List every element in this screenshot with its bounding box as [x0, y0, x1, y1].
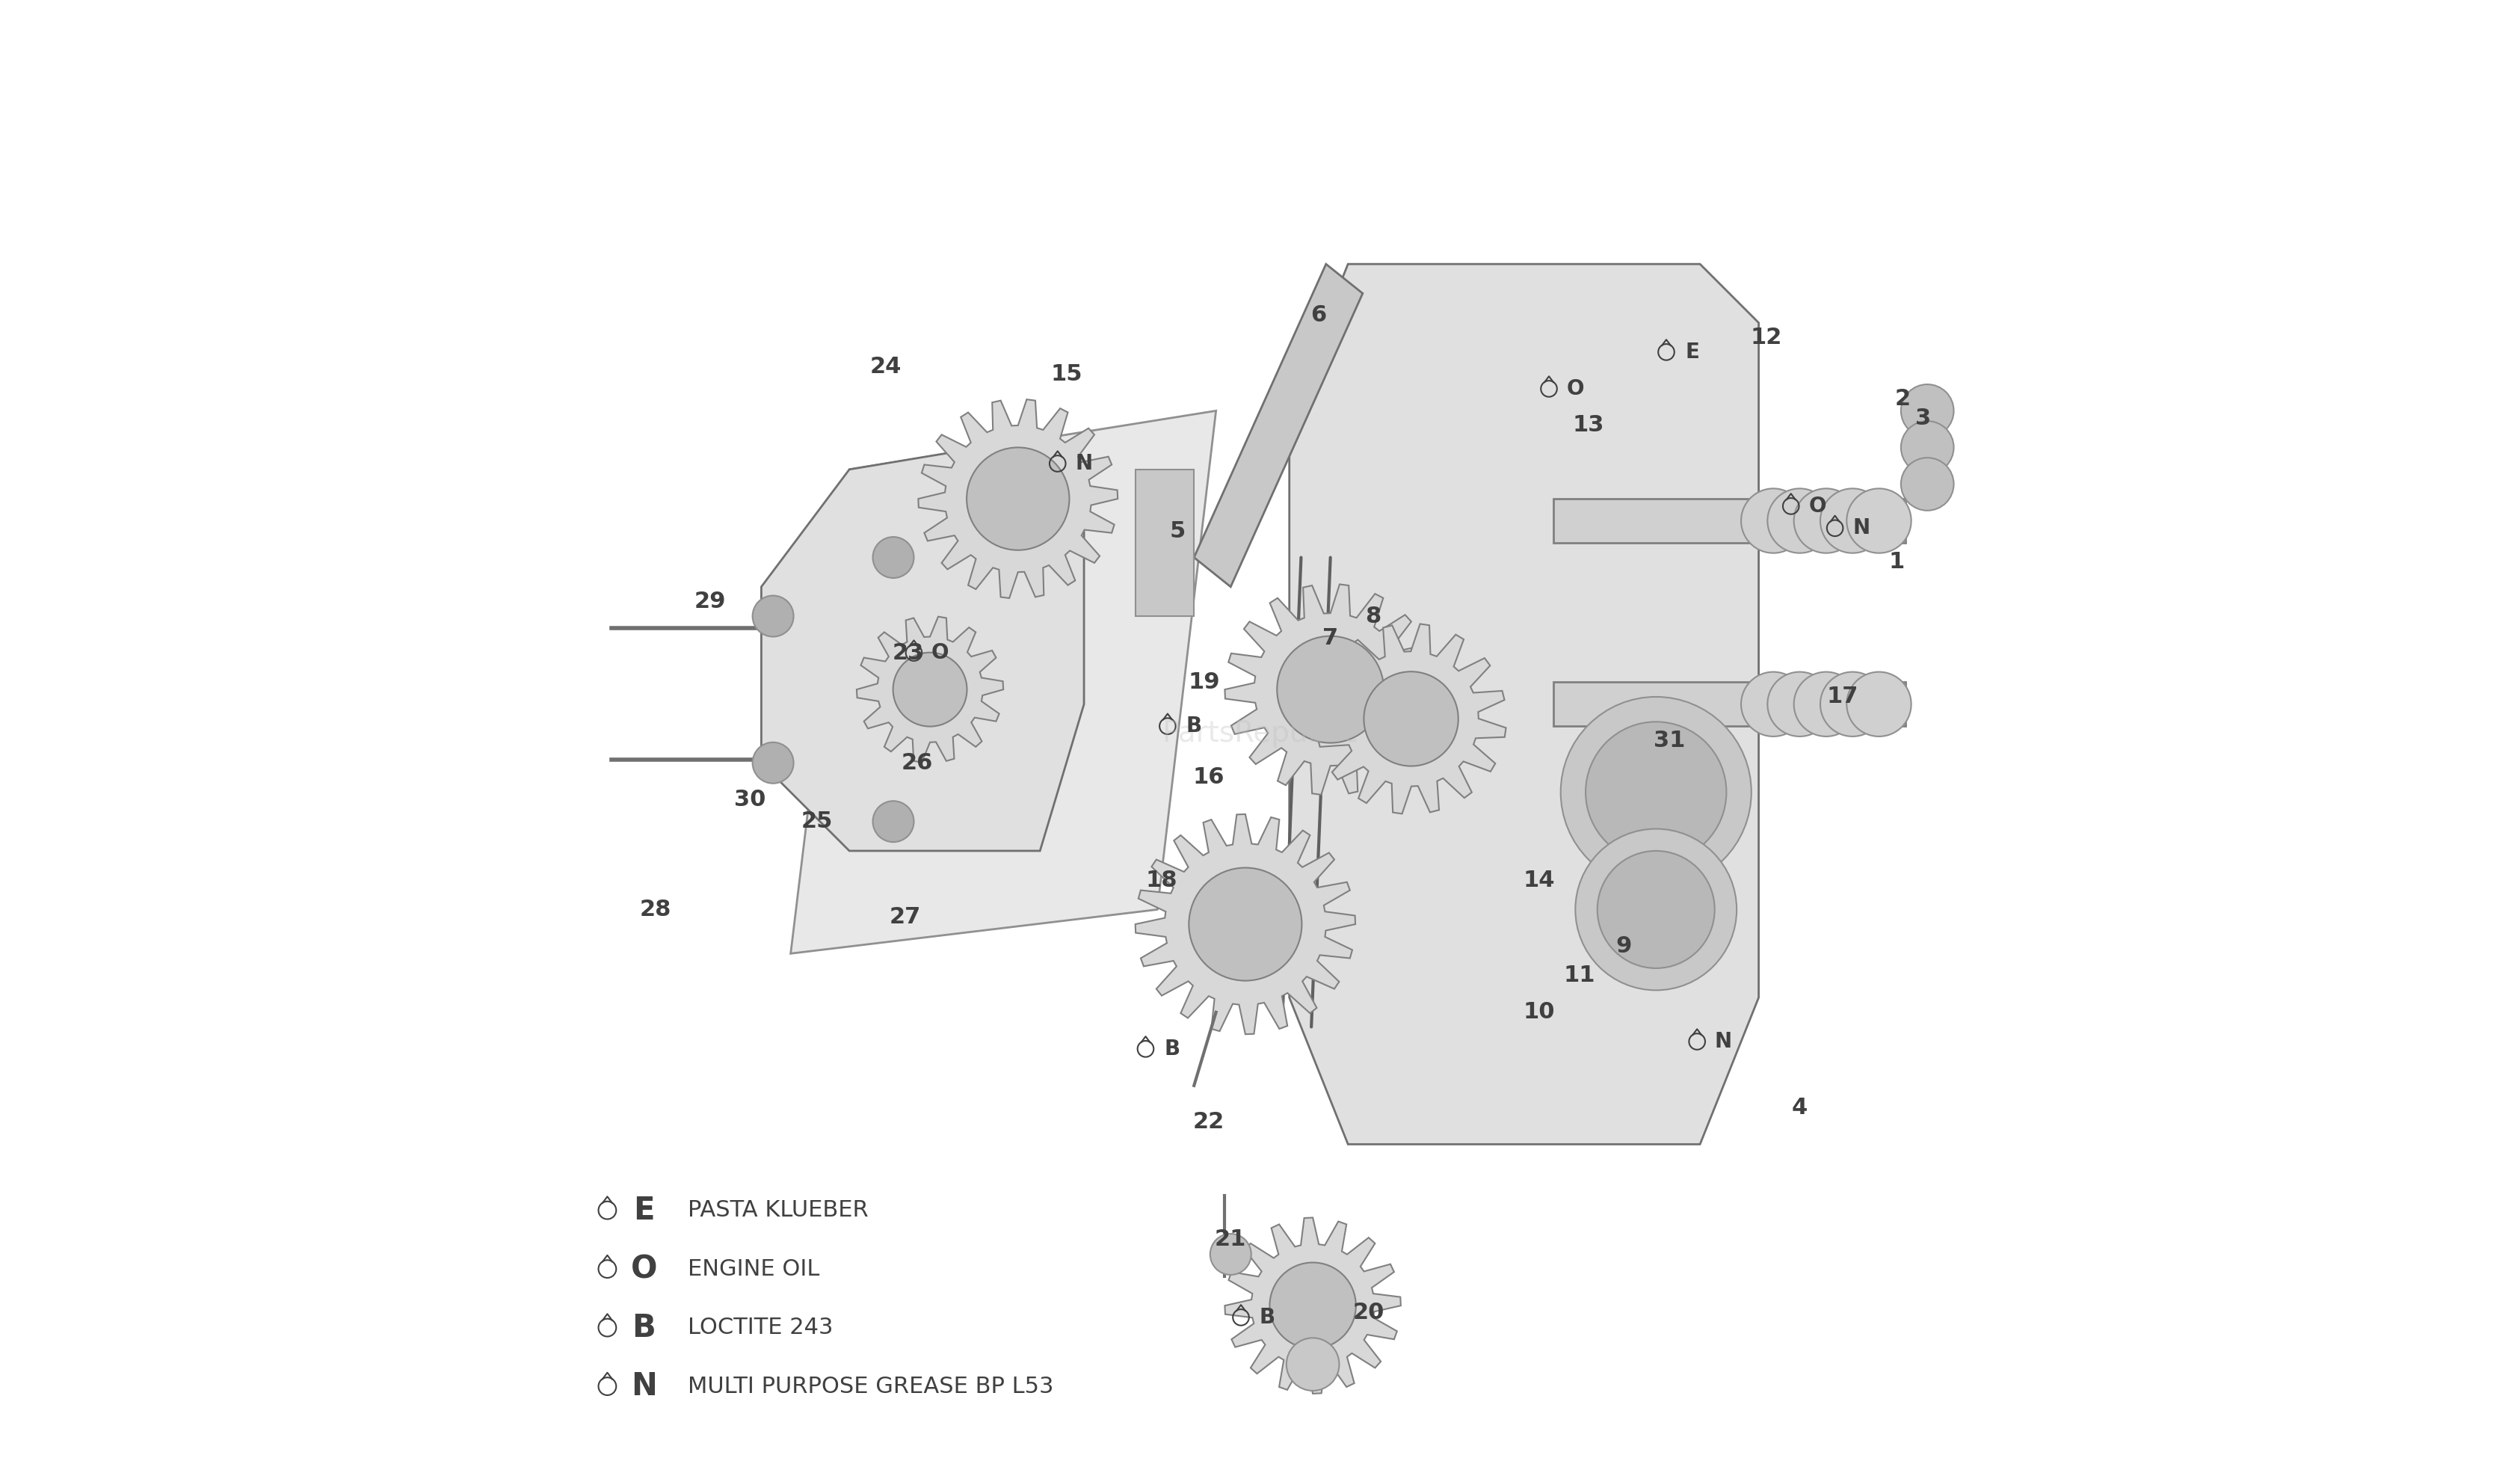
- Circle shape: [872, 537, 915, 578]
- Text: 3: 3: [1915, 408, 1930, 428]
- Polygon shape: [857, 616, 1003, 763]
- Text: N: N: [1714, 1031, 1731, 1052]
- Circle shape: [968, 447, 1068, 550]
- Text: O: O: [630, 1253, 658, 1285]
- Text: B: B: [1260, 1307, 1275, 1328]
- Polygon shape: [1194, 264, 1363, 587]
- Circle shape: [753, 742, 794, 783]
- Text: 31: 31: [1653, 731, 1686, 751]
- Circle shape: [1560, 697, 1751, 888]
- Circle shape: [1900, 384, 1953, 437]
- Circle shape: [1210, 1234, 1252, 1275]
- Text: ENGINE OIL: ENGINE OIL: [688, 1259, 819, 1279]
- Circle shape: [753, 596, 794, 637]
- Circle shape: [1900, 421, 1953, 474]
- Text: E: E: [1686, 342, 1698, 362]
- Text: 21: 21: [1215, 1229, 1247, 1250]
- Circle shape: [1575, 829, 1736, 990]
- Text: 11: 11: [1565, 965, 1595, 986]
- Text: 20: 20: [1353, 1303, 1383, 1323]
- Text: 13: 13: [1572, 415, 1605, 436]
- Polygon shape: [1552, 499, 1905, 543]
- Text: N: N: [1852, 518, 1870, 538]
- Text: 22: 22: [1192, 1112, 1225, 1133]
- Text: 19: 19: [1189, 672, 1220, 692]
- Text: 25: 25: [801, 811, 834, 832]
- Text: 8: 8: [1366, 606, 1381, 626]
- Bar: [1137, 469, 1194, 616]
- Text: 6: 6: [1310, 305, 1326, 326]
- Polygon shape: [1290, 264, 1759, 1144]
- Circle shape: [1767, 672, 1832, 736]
- Circle shape: [1598, 851, 1714, 968]
- Circle shape: [1767, 489, 1832, 553]
- Text: 16: 16: [1192, 767, 1225, 788]
- Circle shape: [892, 653, 968, 726]
- Text: B: B: [1187, 716, 1202, 736]
- Text: 1: 1: [1887, 552, 1905, 572]
- Text: 10: 10: [1522, 1002, 1555, 1022]
- Text: 15: 15: [1051, 364, 1081, 384]
- Text: 30: 30: [733, 789, 766, 810]
- Text: 9: 9: [1615, 936, 1633, 956]
- Text: 26: 26: [902, 753, 932, 773]
- Circle shape: [1847, 672, 1910, 736]
- Text: B: B: [1164, 1039, 1179, 1059]
- Text: 17: 17: [1827, 687, 1857, 707]
- Text: O: O: [1809, 496, 1827, 516]
- Text: 5: 5: [1169, 521, 1187, 541]
- Text: B: B: [633, 1311, 655, 1344]
- Polygon shape: [791, 411, 1217, 954]
- Text: 4: 4: [1792, 1097, 1807, 1118]
- Text: 18: 18: [1147, 870, 1177, 890]
- Text: 23: 23: [892, 643, 925, 663]
- Text: 24: 24: [869, 356, 902, 377]
- Circle shape: [1270, 1263, 1356, 1348]
- Polygon shape: [1552, 682, 1905, 726]
- Text: N: N: [630, 1370, 658, 1402]
- Polygon shape: [1315, 623, 1507, 814]
- Circle shape: [1794, 489, 1857, 553]
- Text: LOCTITE 243: LOCTITE 243: [688, 1317, 834, 1338]
- Text: 14: 14: [1522, 870, 1555, 890]
- Text: PartsRepublic: PartsRepublic: [1162, 719, 1358, 748]
- Text: 7: 7: [1323, 628, 1338, 648]
- Polygon shape: [1225, 1218, 1401, 1394]
- Circle shape: [1900, 458, 1953, 511]
- Circle shape: [1741, 672, 1807, 736]
- Text: 29: 29: [693, 591, 726, 612]
- Circle shape: [1819, 672, 1885, 736]
- Text: 27: 27: [890, 907, 920, 927]
- Circle shape: [1285, 1338, 1338, 1391]
- Circle shape: [1794, 672, 1857, 736]
- Circle shape: [1363, 672, 1459, 766]
- Polygon shape: [1137, 814, 1356, 1034]
- Polygon shape: [917, 399, 1119, 599]
- Text: E: E: [633, 1194, 655, 1226]
- Text: 2: 2: [1895, 389, 1910, 409]
- Text: N: N: [1076, 453, 1094, 474]
- Polygon shape: [1225, 584, 1436, 795]
- Circle shape: [1278, 637, 1383, 742]
- Circle shape: [872, 801, 915, 842]
- Text: O: O: [932, 643, 950, 663]
- Circle shape: [1847, 489, 1910, 553]
- Text: 12: 12: [1751, 327, 1782, 348]
- Circle shape: [1741, 489, 1807, 553]
- Text: O: O: [1567, 378, 1585, 399]
- Circle shape: [1189, 867, 1303, 981]
- Text: PASTA KLUEBER: PASTA KLUEBER: [688, 1200, 869, 1221]
- Polygon shape: [761, 440, 1084, 851]
- Circle shape: [1585, 722, 1726, 863]
- Circle shape: [1819, 489, 1885, 553]
- Text: 28: 28: [640, 899, 670, 920]
- Text: MULTI PURPOSE GREASE BP L53: MULTI PURPOSE GREASE BP L53: [688, 1376, 1053, 1397]
